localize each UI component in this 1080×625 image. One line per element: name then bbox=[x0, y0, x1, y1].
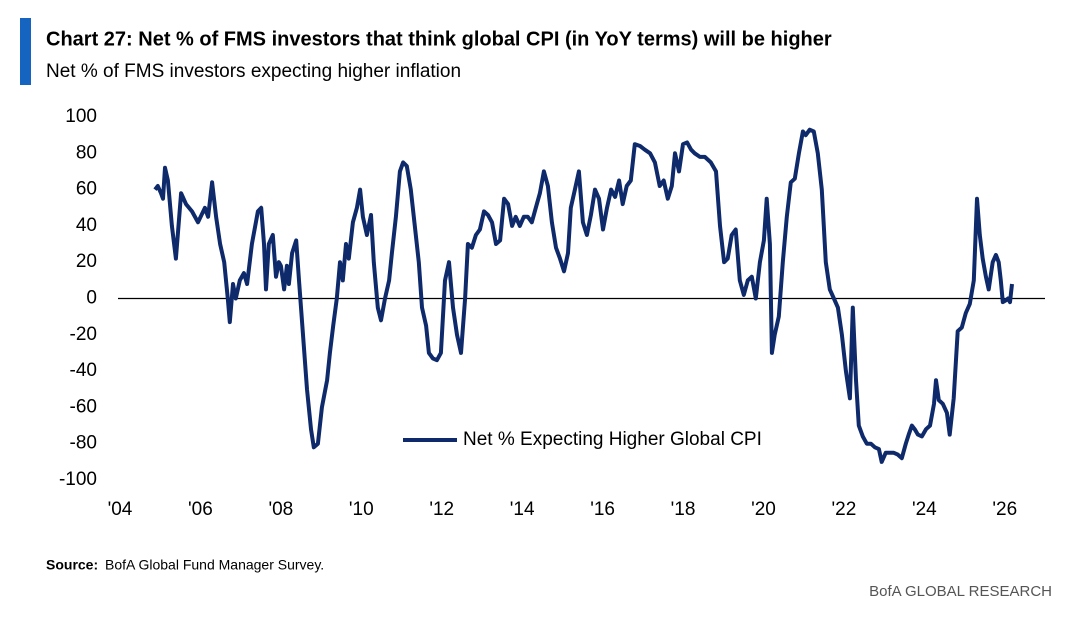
x-tick-label: '20 bbox=[751, 499, 776, 520]
x-tick-label: '10 bbox=[349, 499, 374, 520]
x-tick-label: '08 bbox=[268, 499, 293, 520]
x-tick-label: '22 bbox=[832, 499, 857, 520]
y-tick-label: 0 bbox=[86, 288, 97, 309]
source: BofA Global Fund Manager Survey. bbox=[105, 557, 324, 573]
chart-title: Chart 27: Net % of FMS investors that th… bbox=[46, 28, 832, 50]
x-tick-label: '26 bbox=[992, 499, 1017, 520]
y-tick-label: 40 bbox=[76, 215, 97, 236]
chart-subtitle: Net % of FMS investors expecting higher … bbox=[46, 61, 461, 82]
y-tick-label: -20 bbox=[70, 324, 97, 345]
y-tick-label: 80 bbox=[76, 142, 97, 163]
y-tick-label: 20 bbox=[76, 251, 97, 272]
x-tick-label: '18 bbox=[671, 499, 696, 520]
y-tick-label: 60 bbox=[76, 179, 97, 200]
x-tick-label: '04 bbox=[108, 499, 133, 520]
y-tick-label: -80 bbox=[70, 433, 97, 454]
source-label: Source: bbox=[46, 557, 98, 573]
title-accent bbox=[20, 18, 31, 85]
x-tick-label: '24 bbox=[912, 499, 937, 520]
x-tick-label: '12 bbox=[429, 499, 454, 520]
y-tick-label: 100 bbox=[65, 106, 97, 127]
y-tick-label: -40 bbox=[70, 360, 97, 381]
series-line bbox=[153, 127, 1014, 464]
legend-label: Net % Expecting Higher Global CPI bbox=[463, 429, 762, 450]
brand: BofA GLOBAL RESEARCH bbox=[869, 583, 1052, 600]
x-tick-label: '14 bbox=[510, 499, 535, 520]
y-tick-label: -60 bbox=[70, 396, 97, 417]
y-tick-label: -100 bbox=[59, 469, 97, 490]
x-tick-label: '16 bbox=[590, 499, 615, 520]
x-tick-label: '06 bbox=[188, 499, 213, 520]
